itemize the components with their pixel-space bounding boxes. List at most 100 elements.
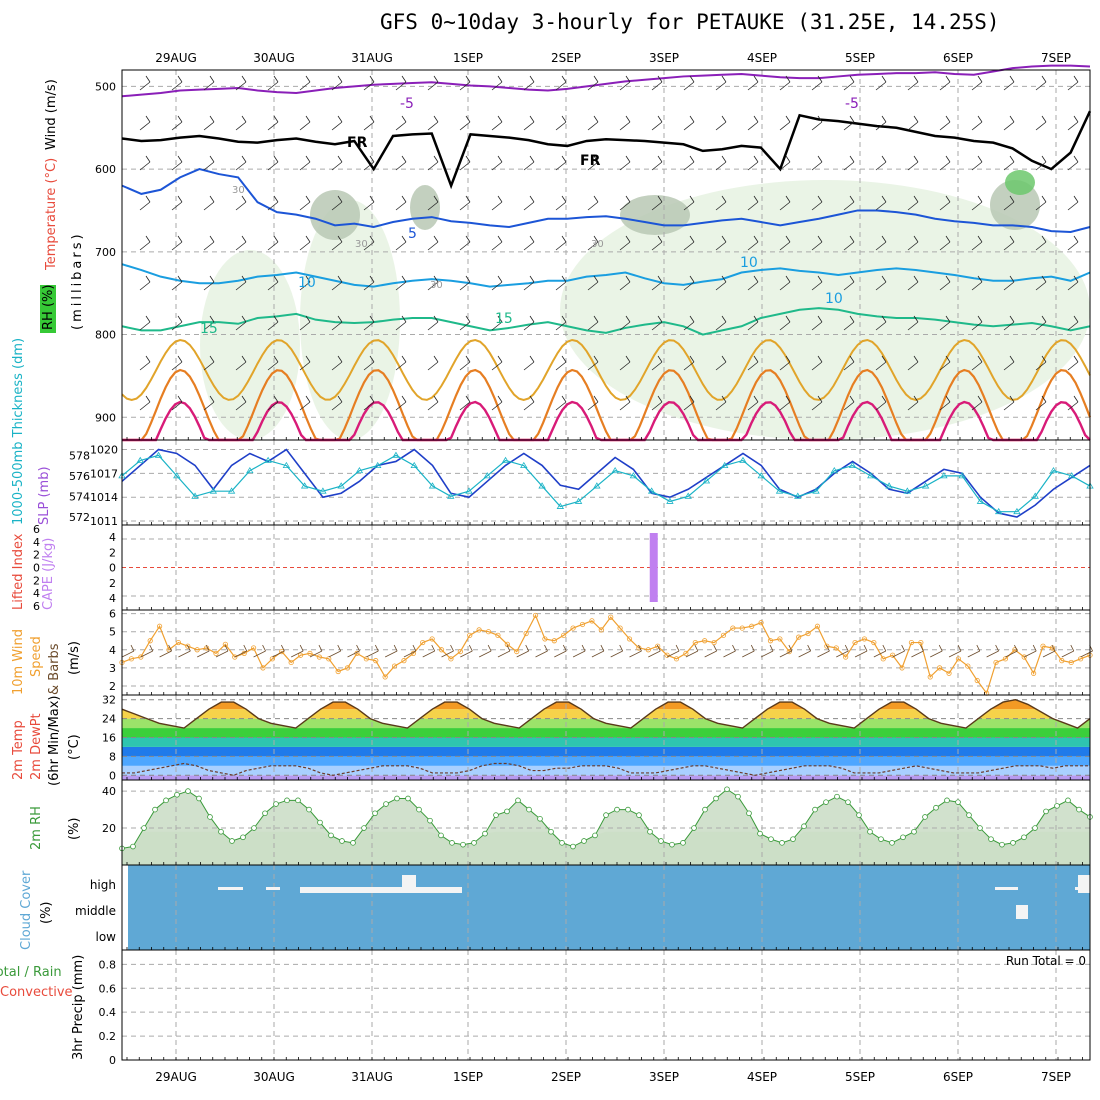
wind-barb	[555, 115, 567, 131]
wind-barb	[1035, 75, 1047, 91]
rh2m-point	[724, 786, 730, 793]
ytick-upper: 900	[95, 411, 116, 424]
wind10-point	[955, 656, 962, 662]
thickness-point	[867, 472, 875, 479]
wind10-point	[213, 650, 219, 657]
wind10-point	[485, 629, 492, 635]
ylabel-precip-b: Convective	[0, 985, 73, 1000]
rh2m-point	[163, 797, 169, 804]
wind10-barb	[121, 644, 135, 658]
rh2m-point	[691, 825, 697, 831]
wind-barb	[331, 155, 343, 171]
wind10-point	[711, 639, 717, 646]
day-label-bottom: 4SEP	[747, 1070, 777, 1084]
thickness-point	[246, 466, 254, 474]
day-label-top: 1SEP	[453, 51, 483, 65]
ylabel-li: Lifted Index	[11, 533, 26, 610]
wind-barb	[171, 115, 183, 131]
wind-barb	[715, 315, 727, 331]
ytick-li: 0	[33, 562, 40, 575]
contour-label: -5	[845, 96, 859, 112]
wind-barb	[747, 195, 759, 211]
ylabel-cloud-text: Cloud Cover	[19, 870, 34, 950]
thickness-point	[994, 507, 1003, 515]
ytick-rh: 40	[102, 785, 116, 798]
thickness-point	[848, 461, 857, 469]
ylabel-rh: RH (%)	[41, 285, 56, 330]
rh2m-point	[185, 788, 191, 794]
cloud-gap-high	[1078, 875, 1090, 893]
wind-barb	[427, 315, 439, 331]
wind-barb	[267, 235, 279, 251]
wind10-barb	[666, 644, 680, 658]
wind-barb	[395, 115, 407, 131]
wind-barb	[619, 395, 631, 411]
wind10-barb	[140, 644, 154, 658]
wind-barb	[907, 75, 919, 91]
wind-barb	[715, 275, 727, 291]
wind-barb	[203, 355, 215, 371]
wind-barb	[747, 275, 759, 291]
wind-barb	[171, 275, 183, 291]
wind-barb	[683, 235, 695, 251]
wind-barb	[1035, 355, 1047, 371]
wind-barb	[555, 155, 567, 171]
wind-barb	[619, 235, 631, 251]
ylabel-cloud-unit: (%)	[39, 902, 54, 925]
ytick-wind: 3	[109, 662, 116, 675]
wind-barb	[587, 115, 599, 131]
ylabel-precip-c: 3hr Precip (mm)	[71, 955, 86, 1060]
ytick-li: 2	[33, 574, 40, 587]
wind-barb	[203, 395, 215, 411]
wind-barb	[299, 115, 311, 131]
wind10-point	[617, 625, 623, 631]
ytick-precip: 0.8	[99, 958, 117, 971]
rh2m-point	[669, 841, 675, 848]
wind-barb	[459, 395, 471, 411]
contour-label: 10	[298, 275, 316, 291]
wind10-point	[673, 656, 680, 662]
wind-barb	[683, 195, 695, 211]
cloud-gap-high	[218, 887, 243, 890]
thickness-point	[483, 472, 491, 479]
wind-barb	[491, 155, 503, 171]
wind-barb	[427, 235, 439, 251]
wind10-barb	[648, 644, 661, 658]
wind-barb	[811, 355, 823, 371]
wind10-barb	[836, 644, 849, 658]
day-label-top: 6SEP	[943, 51, 973, 65]
wind-barb	[651, 155, 663, 171]
ylabel-rh2m: 2m RH (%)	[29, 806, 82, 850]
wind-barb	[715, 75, 727, 91]
wind10-barb	[290, 644, 304, 658]
wind-barb	[683, 315, 695, 331]
wind10-point	[495, 632, 501, 638]
wind-barb	[331, 115, 343, 131]
wind-barb	[267, 355, 279, 371]
wind10-point	[852, 639, 858, 646]
wind10-point	[730, 625, 736, 631]
ytick-precip: 0.2	[99, 1030, 117, 1043]
wind10-point	[288, 659, 294, 666]
wind-barb	[491, 235, 503, 251]
wind-barb	[875, 195, 887, 211]
wind-barb	[1035, 315, 1047, 331]
wind-barb	[555, 235, 567, 251]
rh2m-point	[1043, 808, 1049, 815]
wind10-point	[833, 645, 839, 651]
wind10-point	[551, 638, 557, 644]
wind-barb	[1067, 315, 1079, 331]
rh2m-point	[944, 797, 950, 804]
rh2m-point	[130, 843, 136, 850]
wind10-point	[570, 625, 576, 631]
wind-barb	[331, 235, 343, 251]
wind-barb	[907, 195, 919, 211]
wind-barb	[715, 395, 727, 411]
ylabel-wind10: 10m Wind Speed & Barbs (m/s)	[11, 629, 82, 695]
ytick-li: 6	[33, 523, 40, 536]
wind-barb	[875, 75, 887, 91]
wind10-point	[739, 625, 745, 631]
wind-barb	[523, 195, 535, 211]
wind10-point	[1040, 643, 1046, 649]
wind-barb	[491, 195, 503, 211]
